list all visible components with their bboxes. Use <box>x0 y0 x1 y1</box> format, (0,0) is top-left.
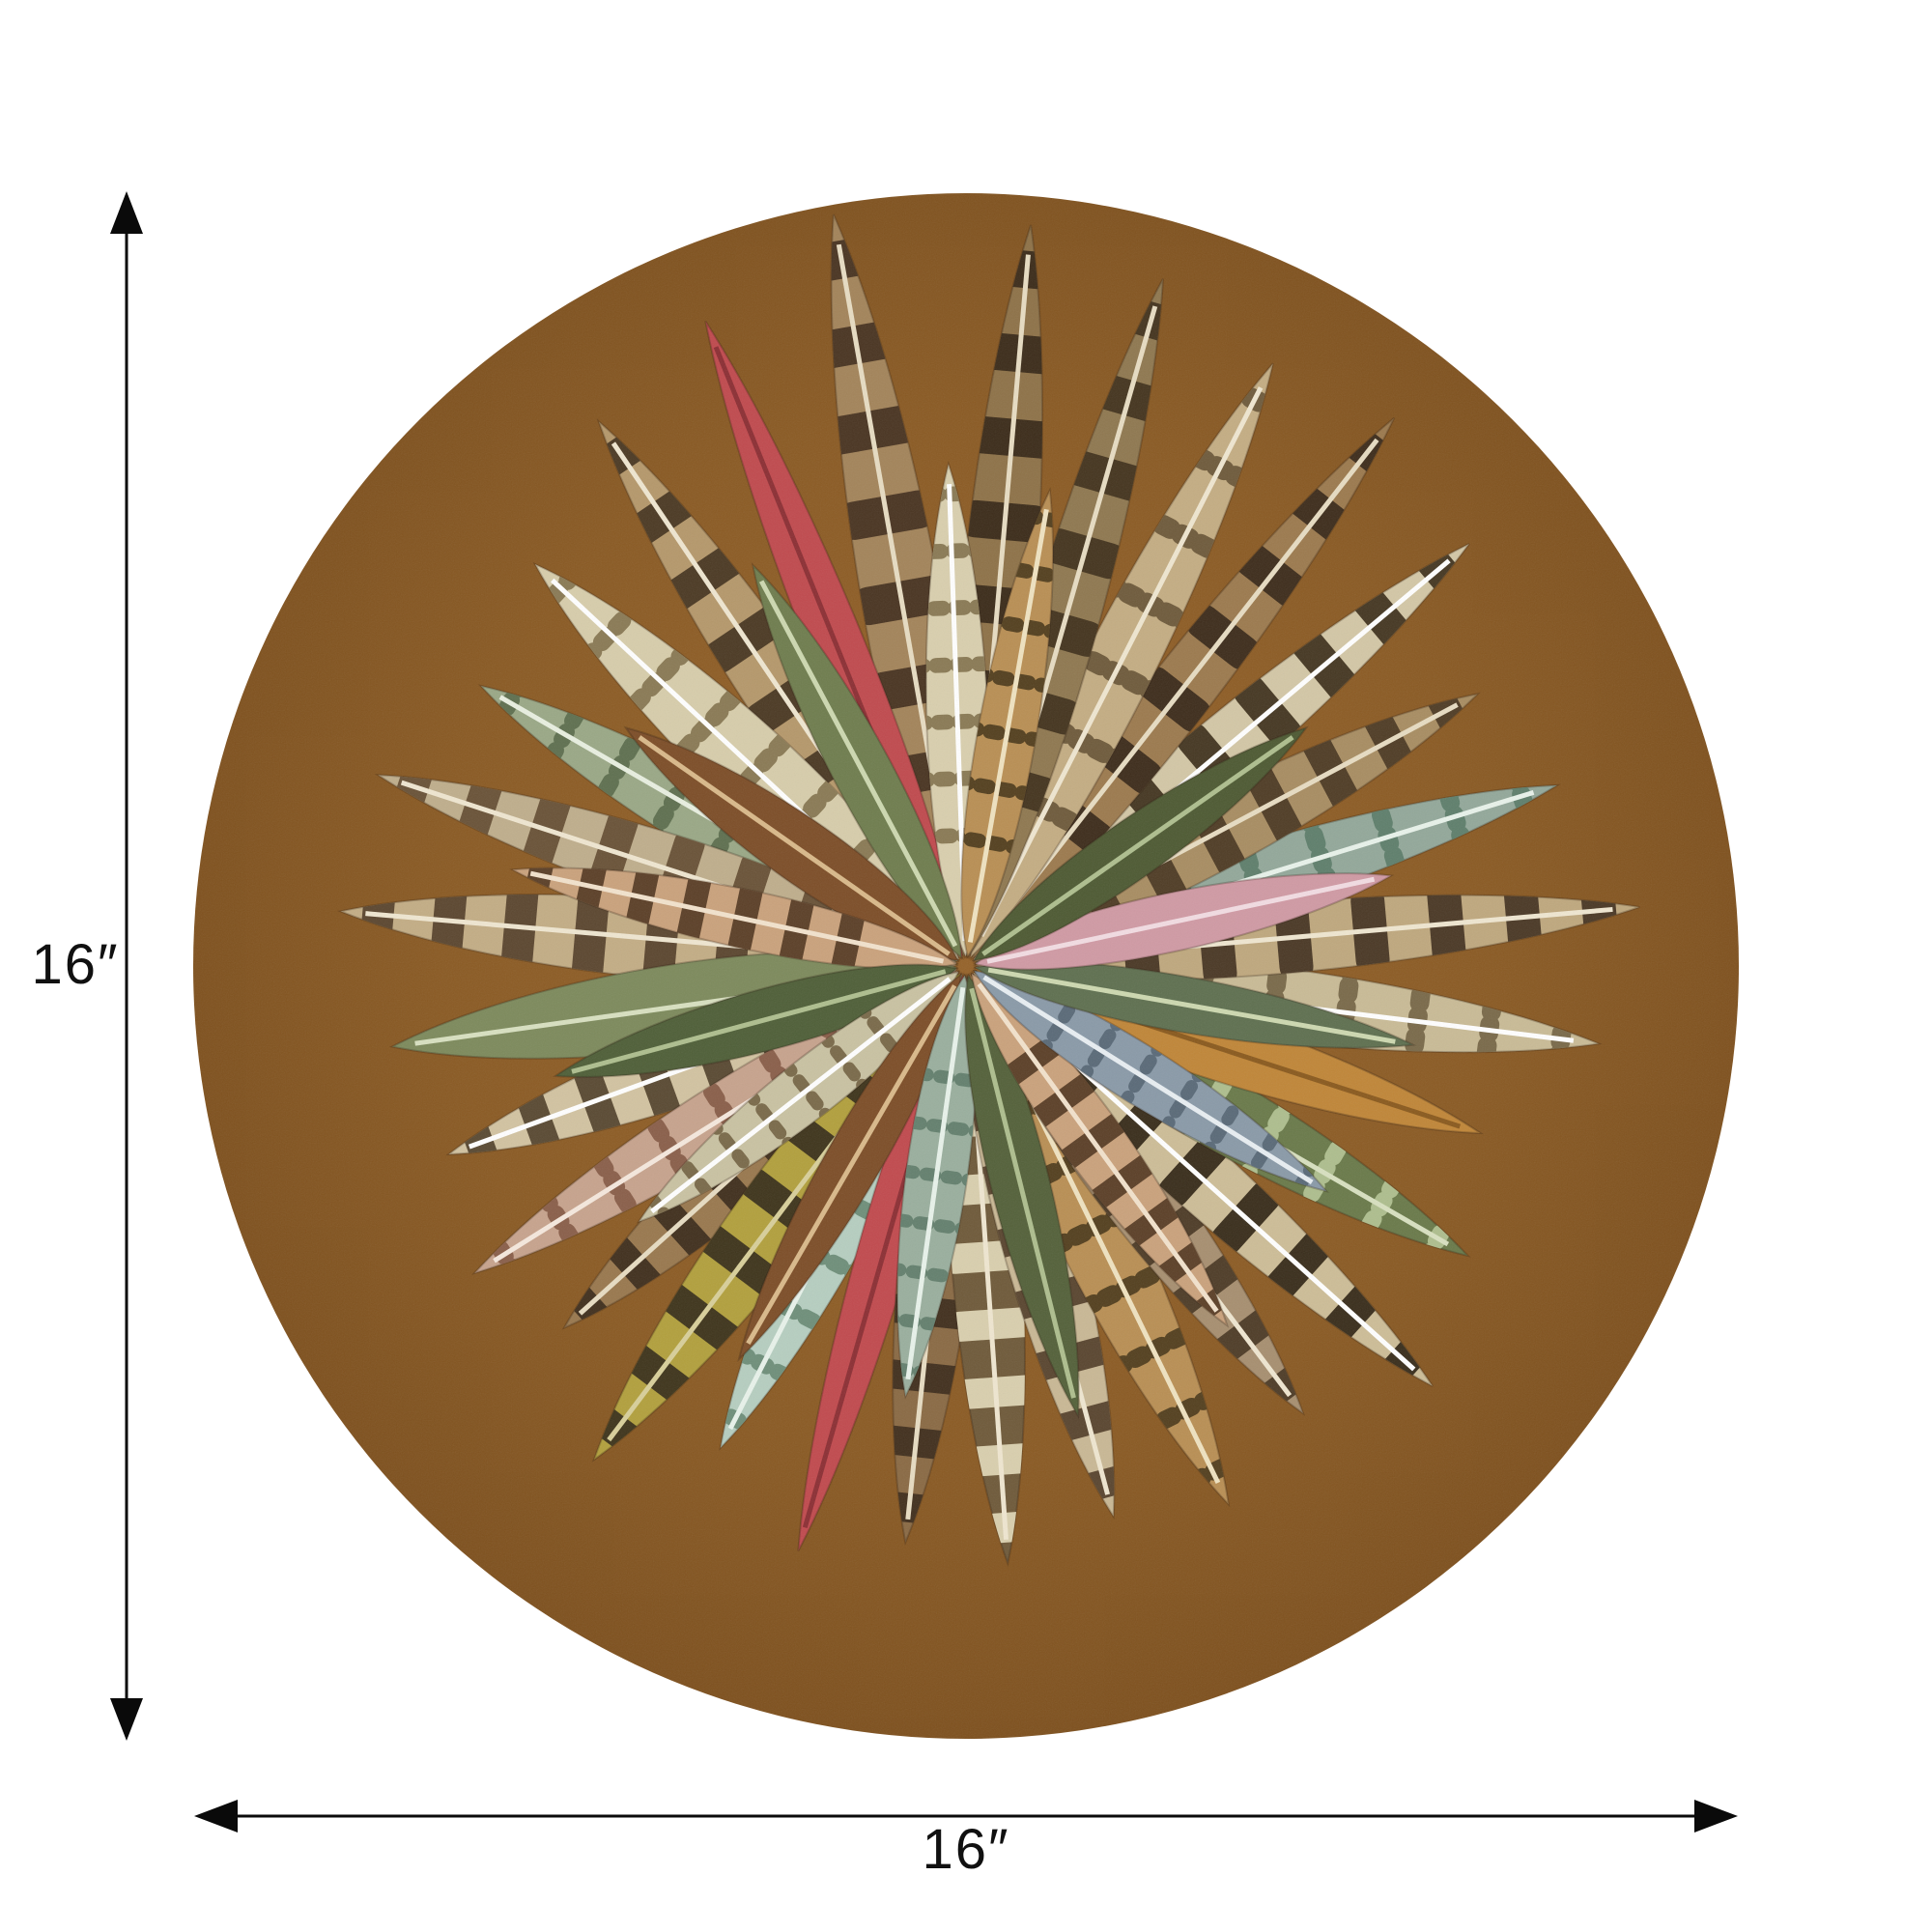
height-dimension-label: 16″ <box>31 933 119 996</box>
leather-texture-overlay <box>193 193 1739 1739</box>
arrowhead-right-icon <box>1694 1800 1738 1833</box>
arrowhead-up-icon <box>110 191 143 234</box>
width-dimension: 16″ <box>194 1800 1738 1881</box>
arrowhead-down-icon <box>110 1698 143 1741</box>
width-dimension-label: 16″ <box>922 1818 1009 1881</box>
arrowhead-left-icon <box>194 1800 238 1833</box>
placemat-artwork <box>193 193 1739 1739</box>
height-dimension: 16″ <box>31 191 143 1741</box>
